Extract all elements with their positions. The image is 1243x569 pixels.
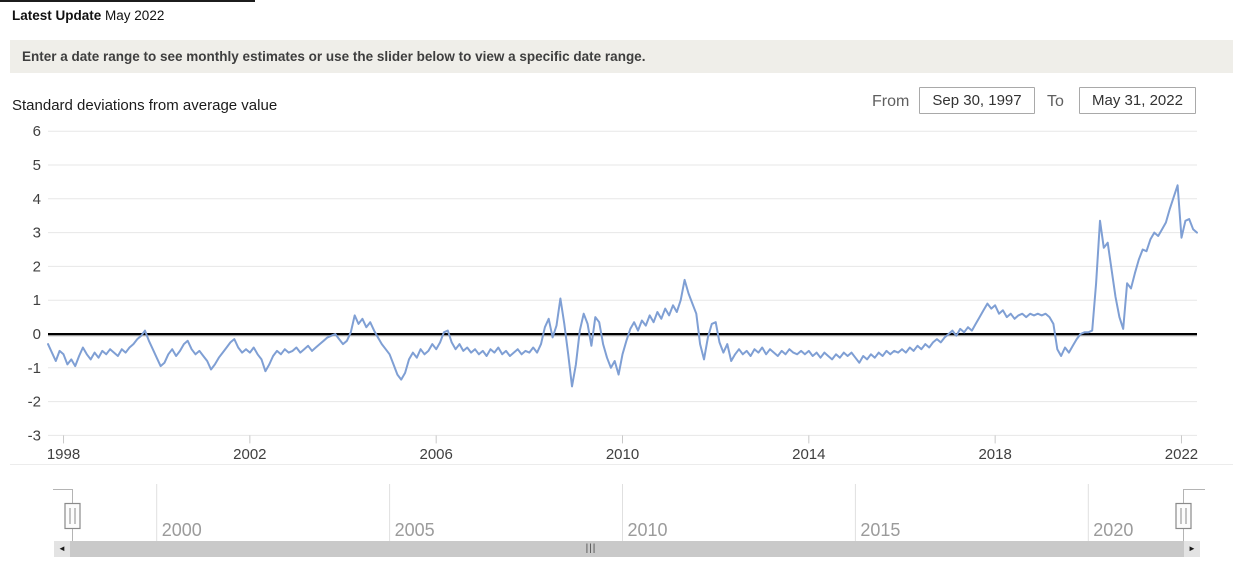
to-date-input[interactable] [1079,87,1196,114]
slider-year-label: 2005 [395,520,435,540]
slider-right-handle[interactable] [1175,502,1192,530]
y-tick-label: 2 [33,258,41,275]
data-line [47,184,1198,388]
from-date-input[interactable] [919,87,1035,114]
y-axis-caption: Standard deviations from average value [12,97,278,114]
x-tick-label: 2002 [233,446,266,463]
latest-update-value: May 2022 [105,8,165,23]
instruction-banner-text: Enter a date range to see monthly estima… [22,49,646,64]
slider-year-label: 2000 [162,520,202,540]
scrollbar-grip-icon[interactable]: ||| [585,543,597,554]
slider-year-label: 2010 [628,520,668,540]
y-tick-label: -2 [28,394,41,411]
y-tick-label: 5 [33,157,41,174]
slider-year-label: 2015 [860,520,900,540]
x-tick-label: 2010 [606,446,639,463]
x-tick-label: 2022 [1165,446,1198,463]
y-tick-label: 1 [33,292,41,309]
y-tick-label: 6 [33,123,41,140]
instruction-banner: Enter a date range to see monthly estima… [10,40,1233,73]
x-tick-label: 2018 [978,446,1011,463]
y-tick-label: -1 [28,360,41,377]
scrollbar-track[interactable]: ||| [70,541,1184,557]
x-tick-label: 1998 [47,446,80,463]
y-tick-label: 0 [33,326,41,343]
from-label: From [872,93,910,110]
x-tick-label: 2006 [419,446,452,463]
latest-update-label: Latest Update [12,8,102,23]
to-label: To [1047,93,1064,110]
horizontal-scrollbar[interactable]: ◄ ||| ► [54,541,1200,557]
latest-update-text: Latest Update May 2022 [12,8,164,23]
y-tick-label: 4 [33,191,41,208]
y-tick-label: -3 [28,427,41,444]
top-edge-artifact-line [0,0,255,2]
slider-left-handle[interactable] [64,502,81,530]
scrollbar-left-arrow-icon[interactable]: ◄ [54,541,70,557]
x-tick-label: 2014 [792,446,825,463]
y-tick-label: 3 [33,225,41,242]
scrollbar-right-arrow-icon[interactable]: ► [1184,541,1200,557]
slider-year-label: 2020 [1093,520,1133,540]
